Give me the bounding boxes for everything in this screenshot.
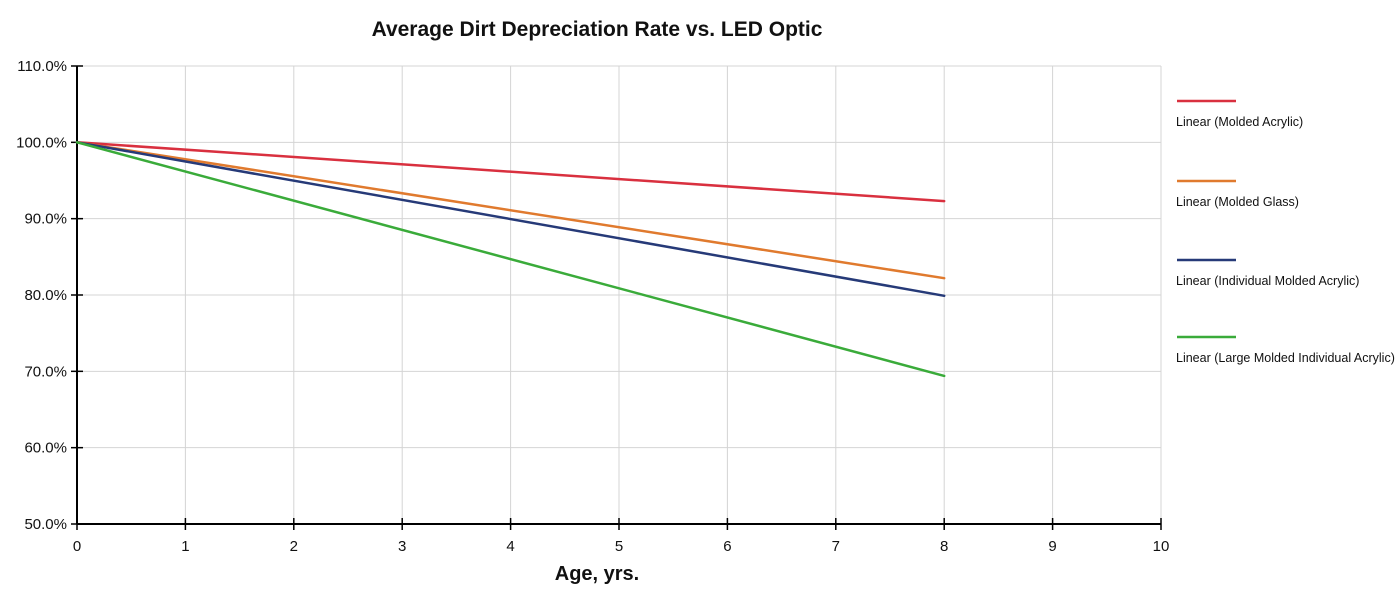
x-tick-label: 1 bbox=[181, 538, 189, 555]
legend-label-1: Linear (Molded Acrylic) bbox=[1176, 115, 1303, 129]
x-tick-label: 10 bbox=[1153, 538, 1170, 555]
x-tick-label: 0 bbox=[73, 538, 81, 555]
y-tick-label: 50.0% bbox=[24, 516, 67, 533]
x-tick-label: 4 bbox=[506, 538, 514, 555]
legend-label-3: Linear (Individual Molded Acrylic) bbox=[1176, 274, 1359, 288]
x-tick-label: 5 bbox=[615, 538, 623, 555]
legend-label-4: Linear (Large Molded Individual Acrylic) bbox=[1176, 351, 1395, 365]
series-line-2 bbox=[75, 141, 946, 280]
x-tick-label: 9 bbox=[1048, 538, 1056, 555]
series-lines bbox=[75, 141, 946, 378]
series-line-1 bbox=[75, 141, 946, 203]
x-tick-label: 2 bbox=[290, 538, 298, 555]
axes: 0 1 2 3 4 5 6 7 8 9 10 50.0% 60.0% 70.0% 80.0% 90.0% 100… bbox=[16, 58, 1169, 555]
x-tick-label: 8 bbox=[940, 538, 948, 555]
y-tick-label: 100.0% bbox=[16, 134, 67, 151]
y-tick-label: 60.0% bbox=[24, 440, 67, 457]
series-line-4 bbox=[75, 141, 946, 378]
x-axis-label: Age, yrs. bbox=[555, 563, 639, 585]
x-tick-label: 3 bbox=[398, 538, 406, 555]
x-tick-label: 7 bbox=[832, 538, 840, 555]
x-tick-label: 6 bbox=[723, 538, 731, 555]
y-tick-label: 70.0% bbox=[24, 363, 67, 380]
legend: Linear (Molded Acrylic) Linear (Molded Gl… bbox=[1176, 99, 1395, 365]
series-line-3 bbox=[75, 141, 946, 298]
y-tick-label: 90.0% bbox=[24, 211, 67, 228]
chart-title: Average Dirt Depreciation Rate vs. LED O… bbox=[372, 18, 823, 41]
y-tick-label: 110.0% bbox=[17, 58, 67, 75]
legend-label-2: Linear (Molded Glass) bbox=[1176, 195, 1299, 209]
grid bbox=[77, 65, 1162, 524]
y-tick-label: 80.0% bbox=[24, 287, 67, 304]
